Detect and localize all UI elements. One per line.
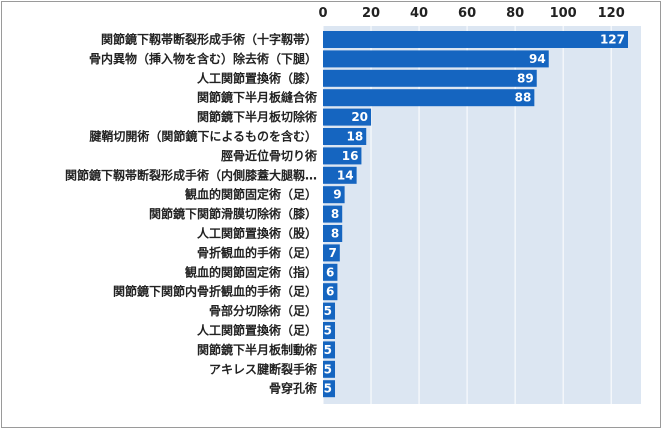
category-label: 骨穿孔術 [269,381,317,396]
bar-value-label: 7 [328,246,336,260]
bar [323,108,372,126]
category-label: 関節鏡下靱帯断裂形成手術（十字靱帯） [101,32,317,47]
bar [323,31,628,48]
x-tick-label: 120 [598,6,625,21]
bar [323,205,343,223]
bar [323,302,336,320]
bar [323,360,336,378]
category-label: 骨内異物（挿入物を含む）除去術（下腿） [89,51,317,66]
x-tick-label: 0 [318,6,327,21]
bar [323,341,336,359]
bar [323,147,362,165]
bar [323,283,338,301]
category-label: 関節鏡下関節内骨折観血的手術（足） [113,284,317,299]
bar-value-label: 5 [324,362,332,376]
x-tick-label: 20 [362,6,380,21]
category-label: 人工関節置換術（膝） [197,70,317,85]
category-label: 観血的関節固定術（足） [185,187,317,202]
x-tick-label: 80 [506,6,524,21]
bar-value-label: 88 [515,91,532,105]
bar [323,186,345,204]
category-label: 脛骨近位骨切り術 [221,148,317,163]
bar [323,322,336,339]
bar [323,225,343,242]
plot-area [323,26,641,404]
bar [323,380,336,398]
bar [323,50,549,68]
category-label: 関節鏡下関節滑膜切除術（膝） [149,206,317,221]
category-label: 骨折観血的手術（足） [197,245,317,260]
bar-value-label: 8 [331,207,339,221]
bar-value-label: 18 [347,130,364,144]
category-label: 関節鏡下靱帯断裂形成手術（内側膝蓋大腿靱… [65,167,317,182]
bar [323,244,340,262]
bar-value-label: 20 [351,110,368,124]
bar-value-label: 14 [337,168,354,182]
category-label: 骨部分切除術（足） [209,303,317,318]
bar-value-label: 5 [324,382,332,396]
category-label: 関節鏡下半月板制動術 [197,342,317,357]
bar-value-label: 5 [324,304,332,318]
category-label: 観血的関節固定術（指） [185,264,317,279]
category-label: アキレス腱断裂手術 [209,361,317,376]
bar-value-label: 89 [517,71,534,85]
bar [323,166,357,184]
bar-value-label: 127 [600,33,625,47]
bar-value-label: 8 [331,227,339,241]
x-tick-label: 40 [410,6,428,21]
category-label: 人工関節置換術（足） [197,323,317,338]
bar [323,69,537,87]
category-label: 人工関節置換術（股） [197,226,317,241]
bar-value-label: 94 [529,52,546,66]
x-tick-label: 100 [550,6,577,21]
bar-value-label: 16 [342,149,359,163]
bar-value-label: 5 [324,343,332,357]
x-tick-label: 60 [458,6,476,21]
bar-value-label: 5 [324,324,332,338]
bar [323,128,367,145]
category-label: 腱鞘切開術（関節鏡下によるものを含む） [89,129,317,144]
category-label: 関節鏡下半月板切除術 [197,109,317,124]
bar-value-label: 6 [326,285,334,299]
bar-value-label: 6 [326,265,334,279]
bar [323,89,535,107]
x-axis-ticks: 0 20 40 60 80 100 120 [318,6,624,21]
bar-value-label: 9 [333,188,341,202]
bar [323,263,338,281]
category-labels: 関節鏡下靱帯断裂形成手術（十字靱帯） 骨内異物（挿入物を含む）除去術（下腿） 人工関… [65,32,317,396]
category-label: 関節鏡下半月板縫合術 [197,90,317,105]
gridlines [322,26,612,404]
